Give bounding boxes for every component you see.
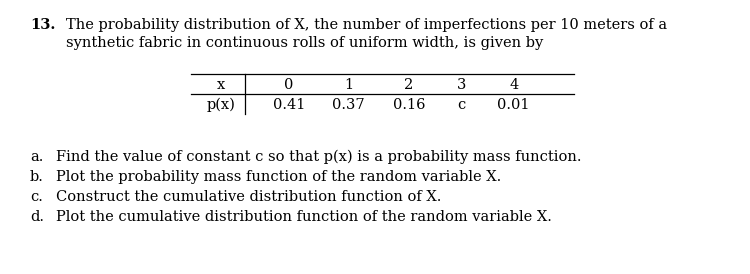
Text: 0.37: 0.37 — [332, 98, 365, 112]
Text: 3: 3 — [457, 78, 466, 92]
Text: 4: 4 — [509, 78, 518, 92]
Text: p(x): p(x) — [207, 98, 236, 112]
Text: Plot the probability mass function of the random variable X.: Plot the probability mass function of th… — [56, 170, 502, 184]
Text: 13.: 13. — [30, 18, 56, 32]
Text: 1: 1 — [344, 78, 353, 92]
Text: c.: c. — [30, 190, 43, 204]
Text: 0: 0 — [284, 78, 293, 92]
Text: c: c — [457, 98, 465, 112]
Text: a.: a. — [30, 150, 44, 164]
Text: b.: b. — [30, 170, 44, 184]
Text: 0.41: 0.41 — [272, 98, 305, 112]
Text: 0.16: 0.16 — [392, 98, 425, 112]
Text: Construct the cumulative distribution function of X.: Construct the cumulative distribution fu… — [56, 190, 442, 204]
Text: synthetic fabric in continuous rolls of uniform width, is given by: synthetic fabric in continuous rolls of … — [66, 36, 543, 50]
Text: Find the value of constant c so that p(x) is a probability mass function.: Find the value of constant c so that p(x… — [56, 150, 582, 164]
Text: d.: d. — [30, 210, 44, 224]
Text: 0.01: 0.01 — [497, 98, 530, 112]
Text: x: x — [217, 78, 225, 92]
Text: The probability distribution of X, the number of imperfections per 10 meters of : The probability distribution of X, the n… — [66, 18, 668, 32]
Text: 2: 2 — [404, 78, 413, 92]
Text: Plot the cumulative distribution function of the random variable X.: Plot the cumulative distribution functio… — [56, 210, 552, 224]
